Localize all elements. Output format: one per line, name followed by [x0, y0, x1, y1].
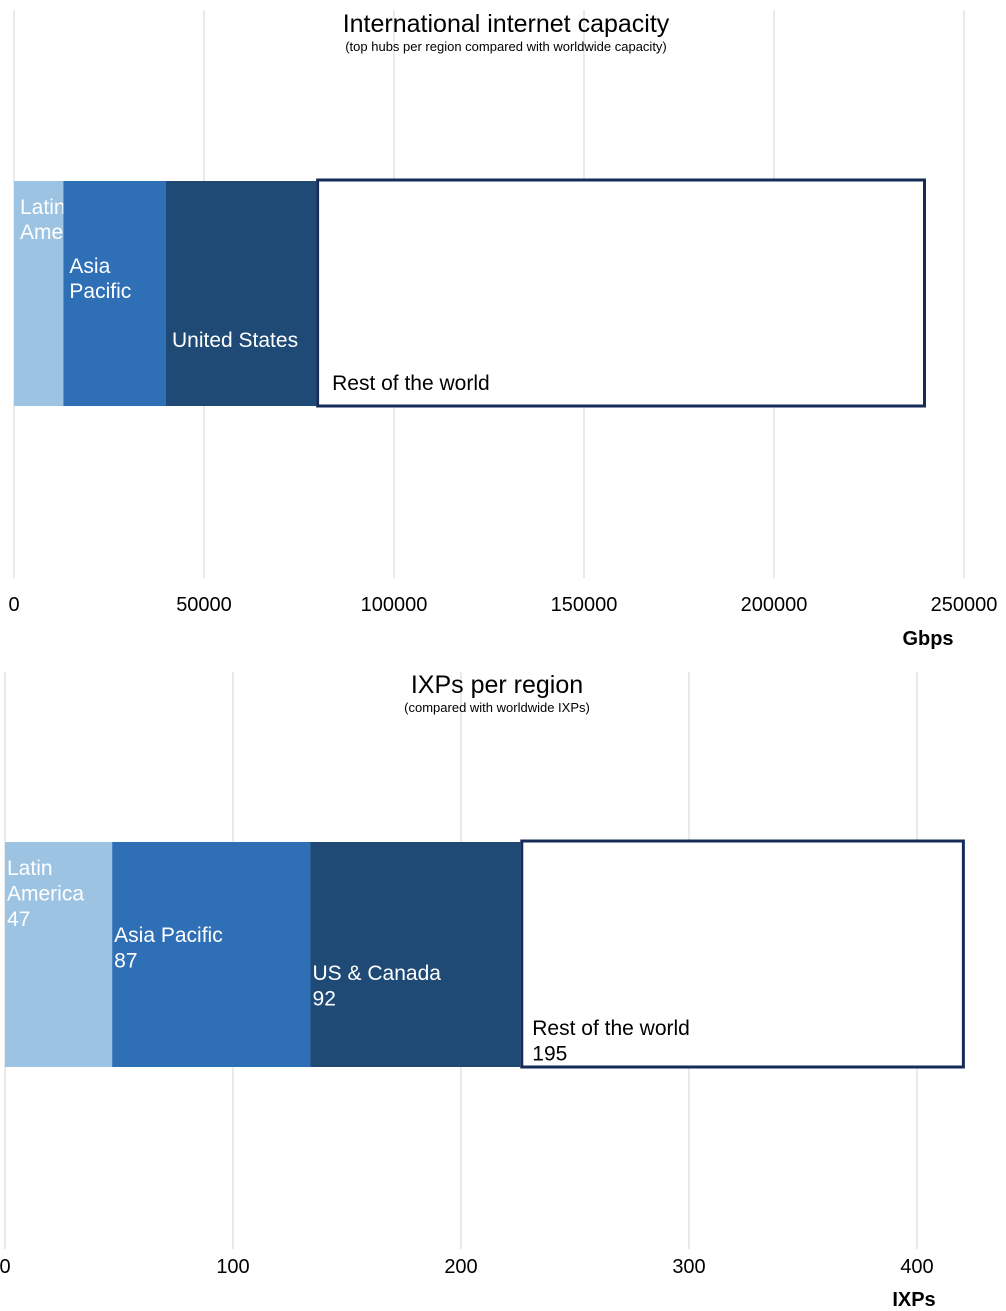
capacity-bar-segment	[166, 181, 317, 406]
ixp-chart-title: IXPs per region	[411, 671, 583, 699]
capacity-chart-subtitle: (top hubs per region compared with world…	[345, 39, 667, 54]
ixp-bar-segment	[112, 842, 311, 1067]
ixp-x-ticks: 0 100 200 300 400	[0, 1256, 934, 1278]
capacity-segment-label: United States	[172, 329, 298, 352]
capacity-x-tick-label: 150000	[551, 594, 618, 616]
capacity-chart: Latin America Asia Pacific United States Rest…	[8, 10, 997, 650]
capacity-x-tick-label: 200000	[741, 594, 808, 616]
ixp-chart-subtitle: (compared with worldwide IXPs)	[404, 700, 590, 715]
ixp-x-tick-label: 0	[0, 1256, 11, 1278]
ixp-chart-svg: Latin America 47 Asia Pacific 87 US & Canada 9…	[0, 671, 965, 1311]
capacity-x-tick-label: 0	[8, 594, 19, 616]
capacity-chart-title: International internet capacity	[343, 10, 670, 38]
ixp-chart: Latin America 47 Asia Pacific 87 US & Canada 9…	[0, 662, 1006, 1311]
ixp-segment-label: Asia Pacific 87	[114, 924, 223, 973]
ixp-segment-label: US & Canada 92	[313, 962, 442, 1011]
ixp-x-axis-label: IXPs	[892, 1289, 935, 1311]
ixp-bar-segment	[5, 842, 113, 1067]
ixp-x-tick-label: 200	[444, 1256, 477, 1278]
capacity-x-ticks: 0 50000 100000 150000 200000 250000	[8, 594, 997, 616]
capacity-x-tick-label: 250000	[931, 594, 998, 616]
ixp-segment-label: Latin America 47	[7, 857, 84, 931]
capacity-bar-segment	[14, 181, 64, 406]
capacity-segment-label: Asia Pacific	[69, 255, 131, 303]
ixp-x-tick-label: 100	[216, 1256, 249, 1278]
ixp-bars: Latin America 47 Asia Pacific 87 US & Canada 9…	[5, 839, 965, 1069]
capacity-segment-label: Rest of the world	[332, 372, 490, 395]
ixp-bar-segment	[310, 842, 521, 1067]
ixp-x-tick-label: 300	[672, 1256, 705, 1278]
ixp-bar-segment	[520, 839, 965, 1069]
ixp-x-tick-label: 400	[900, 1256, 933, 1278]
capacity-bar-segment	[63, 181, 166, 406]
ixp-segment-label: Rest of the world 195	[532, 1017, 690, 1066]
capacity-x-axis-label: Gbps	[902, 628, 953, 650]
capacity-bar-segment	[316, 178, 927, 408]
capacity-x-tick-label: 100000	[361, 594, 428, 616]
capacity-x-tick-label: 50000	[176, 594, 232, 616]
